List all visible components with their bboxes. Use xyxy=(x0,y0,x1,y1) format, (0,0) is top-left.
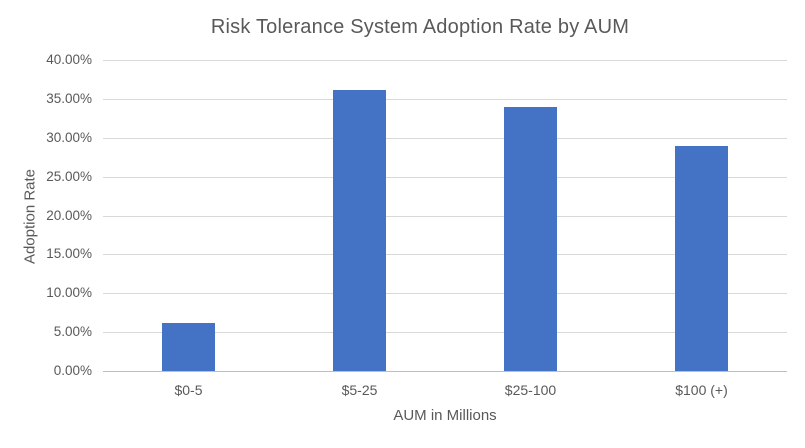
y-tick-label: 30.00% xyxy=(46,129,92,145)
bar-$5-25 xyxy=(333,89,386,371)
gridline xyxy=(103,293,787,295)
y-tick-label: 20.00% xyxy=(46,207,92,223)
bar-$0-5 xyxy=(162,322,215,371)
y-tick-label: 25.00% xyxy=(46,168,92,184)
x-category-label: $0-5 xyxy=(174,382,203,398)
gridline xyxy=(103,60,787,61)
x-category-label: $100 (+) xyxy=(675,382,728,398)
gridline xyxy=(103,254,787,256)
y-tick-label: 0.00% xyxy=(53,363,92,378)
plot-area xyxy=(103,60,787,372)
y-tick-label: 10.00% xyxy=(46,285,92,301)
x-category-label: $5-25 xyxy=(341,382,378,398)
gridline xyxy=(103,137,787,139)
gridline xyxy=(103,98,787,100)
bar-$25-100 xyxy=(504,106,557,371)
gridline xyxy=(103,176,787,178)
gridline xyxy=(103,332,787,334)
x-axis-title: AUM in Millions xyxy=(393,407,497,424)
bar-$100 (+) xyxy=(675,145,728,371)
chart-title: Risk Tolerance System Adoption Rate by A… xyxy=(210,16,630,38)
y-tick-label: 15.00% xyxy=(46,246,92,262)
gridline xyxy=(103,215,787,217)
y-tick-label: 5.00% xyxy=(53,324,92,340)
y-tick-label: 35.00% xyxy=(46,90,92,106)
y-tick-label: 40.00% xyxy=(46,52,92,67)
x-category-label: $25-100 xyxy=(504,382,557,398)
